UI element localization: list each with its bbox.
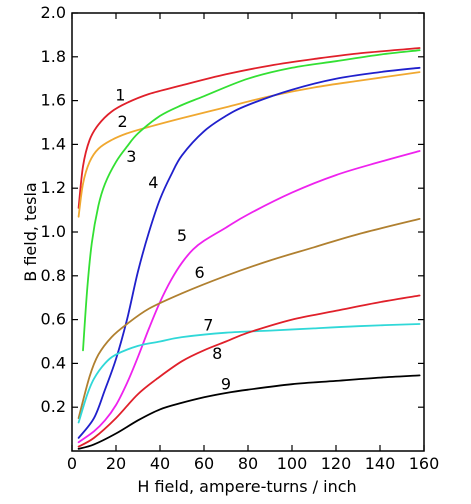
x-axis-label: H field, ampere-turns / inch xyxy=(137,477,356,496)
curve-label-5: 5 xyxy=(177,226,187,245)
y-tick-label: 1.6 xyxy=(41,91,66,110)
y-tick-label: 1.2 xyxy=(41,178,66,197)
y-tick-label: 1.0 xyxy=(41,222,66,241)
curve-label-6: 6 xyxy=(195,263,205,282)
x-tick-label: 20 xyxy=(106,454,126,473)
x-tick-label: 160 xyxy=(409,454,440,473)
curve-label-8: 8 xyxy=(212,344,222,363)
series-line-3 xyxy=(82,49,421,352)
x-tick-label: 80 xyxy=(238,454,258,473)
curve-label-1: 1 xyxy=(115,86,125,105)
series-line-4 xyxy=(77,66,421,439)
y-tick-label: 0.4 xyxy=(41,353,66,372)
series-line-7 xyxy=(77,323,421,424)
series-line-1 xyxy=(77,47,421,209)
curve-label-4: 4 xyxy=(148,173,158,192)
x-tick-label: 140 xyxy=(365,454,396,473)
series-layer xyxy=(77,47,421,450)
series-line-6 xyxy=(77,218,421,419)
x-tick-label: 100 xyxy=(277,454,308,473)
series-line-9 xyxy=(77,374,421,450)
y-tick-label: 2.0 xyxy=(41,3,66,22)
series-line-8 xyxy=(77,294,421,448)
series-line-2 xyxy=(77,71,421,218)
x-tick-label: 40 xyxy=(150,454,170,473)
curve-label-7: 7 xyxy=(203,316,213,335)
curve-label-9: 9 xyxy=(221,375,231,394)
curve-label-2: 2 xyxy=(118,112,128,131)
y-tick-label: 0.6 xyxy=(41,310,66,329)
x-tick-label: 120 xyxy=(321,454,352,473)
y-tick-label: 0.2 xyxy=(41,397,66,416)
axis-ticks: 0 20 40 60 80 100 120 140 160 0.2 0.4 0.6 0.8 1.0 1.2 1… xyxy=(41,3,440,473)
curve-label-3: 3 xyxy=(126,147,136,166)
y-tick-label: 0.8 xyxy=(41,266,66,285)
y-axis-label: B field, tesla xyxy=(21,182,40,281)
series-line-5 xyxy=(77,150,421,444)
y-tick-label: 1.4 xyxy=(41,134,66,153)
x-tick-label: 0 xyxy=(67,454,77,473)
y-tick-label: 1.8 xyxy=(41,47,66,66)
x-tick-label: 60 xyxy=(194,454,214,473)
